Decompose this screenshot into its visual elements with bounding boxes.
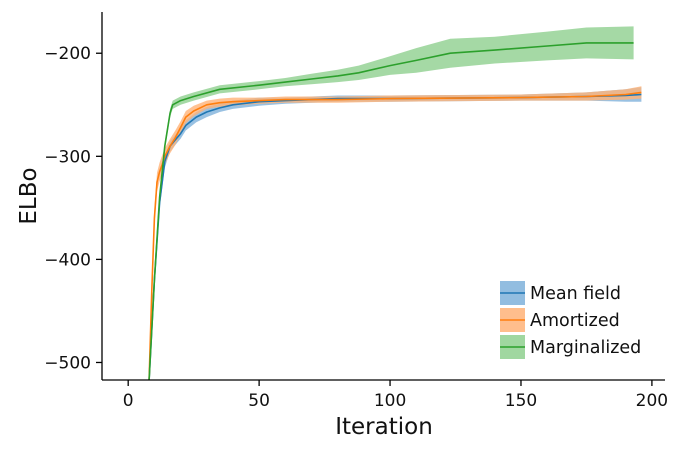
legend-label: Amortized [530,311,620,331]
confidence-bands [149,26,642,380]
x-axis-title: Iteration [335,414,433,440]
legend-label: Mean field [530,284,621,304]
marginalized-line [148,42,634,380]
legend-label: Marginalized [530,338,641,358]
x-tick-label: 150 [505,391,537,411]
legend-item-mean-field: Mean field [500,281,621,305]
x-ticks: 0 50 100 150 200 [123,380,668,411]
y-tick-label: −300 [44,147,91,167]
x-tick-label: 100 [374,391,406,411]
x-tick-label: 50 [248,391,270,411]
legend: Mean field Amortized Marginalized [500,281,641,359]
x-tick-label: 0 [123,391,134,411]
y-tick-label: −400 [44,250,91,270]
y-tick-label: −500 [44,353,91,373]
x-tick-label: 200 [636,391,668,411]
legend-item-amortized: Amortized [500,308,620,332]
y-ticks: −500 −400 −300 −200 [44,44,102,373]
series-lines [148,42,642,380]
legend-item-marginalized: Marginalized [500,335,641,359]
y-axis-title: ELBo [16,167,42,224]
amortized-line [148,91,642,380]
axes [101,12,665,381]
y-tick-label: −200 [44,44,91,64]
